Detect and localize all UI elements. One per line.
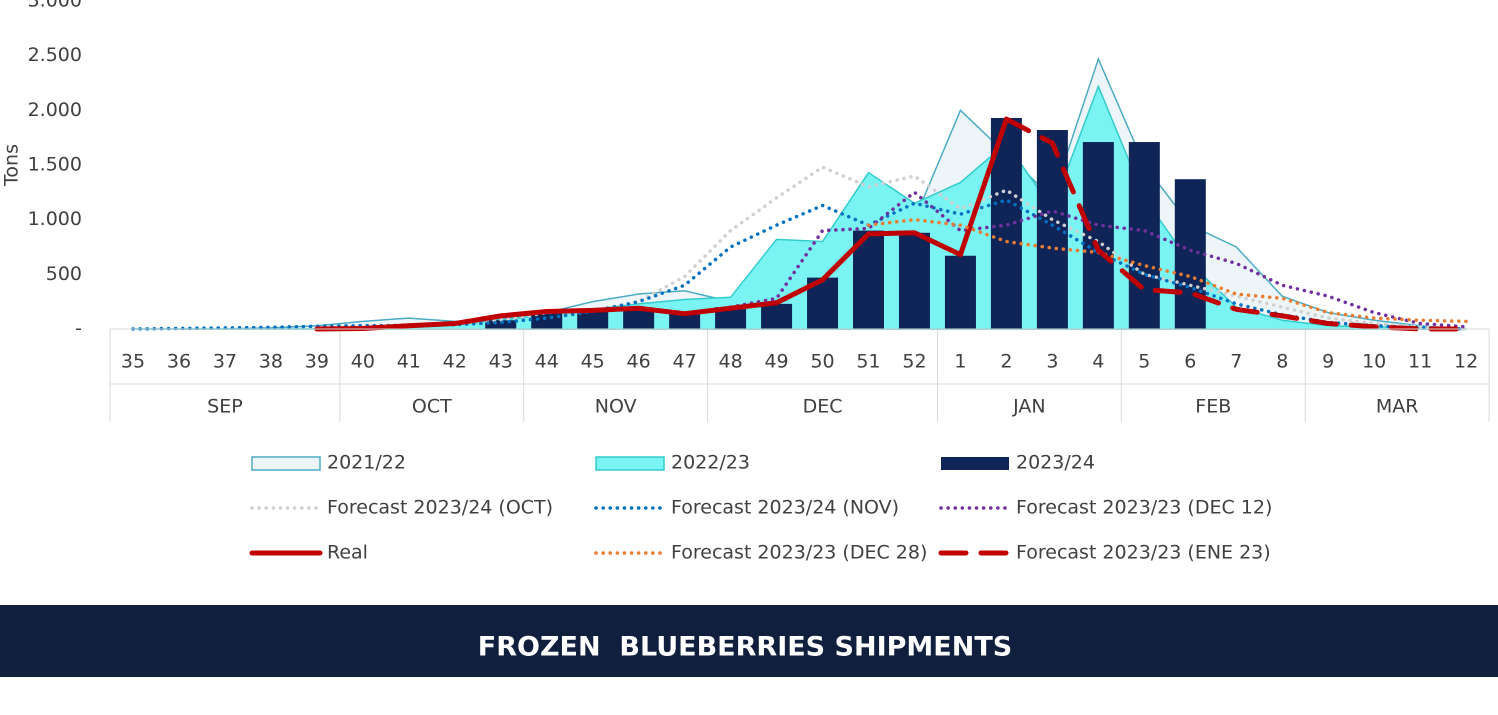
legend-label: Forecast 2023/23 (DEC 12) — [1016, 497, 1272, 519]
y-axis-label: Tons — [1, 144, 23, 187]
x-tick-label: 3 — [1046, 351, 1058, 373]
x-tick-label: 52 — [902, 351, 926, 373]
legend-swatch — [595, 456, 665, 471]
x-tick-label: 50 — [810, 351, 834, 373]
x-tick-label: 4 — [1092, 351, 1104, 373]
month-label: NOV — [595, 396, 637, 418]
legend-label: 2023/24 — [1016, 452, 1095, 474]
x-tick-label: 7 — [1230, 351, 1242, 373]
legend-label: Forecast 2023/24 (OCT) — [327, 497, 553, 519]
bar — [898, 232, 930, 329]
legend-label: Forecast 2023/23 (DEC 28) — [671, 542, 927, 564]
legend-label: 2021/22 — [327, 452, 406, 474]
line — [315, 165, 1468, 331]
x-tick-label: 44 — [535, 351, 559, 373]
x-tick-label: 36 — [167, 351, 191, 373]
legend-label: 2022/23 — [671, 452, 750, 474]
x-tick-label: 2 — [1000, 351, 1012, 373]
x-tick-label: 45 — [581, 351, 605, 373]
x-tick-label: 6 — [1184, 351, 1196, 373]
x-tick-label: 11 — [1408, 351, 1432, 373]
legend-label: Forecast 2023/23 (ENE 23) — [1016, 542, 1271, 564]
bar — [944, 255, 976, 329]
x-tick-label: 46 — [627, 351, 651, 373]
bar — [715, 307, 747, 329]
line — [866, 217, 1468, 324]
x-tick-label: 10 — [1362, 351, 1386, 373]
bar — [531, 312, 563, 329]
x-tick-label: 9 — [1322, 351, 1334, 373]
month-label: MAR — [1376, 396, 1419, 418]
bar — [1082, 142, 1114, 329]
x-tick-label: 37 — [213, 351, 237, 373]
month-label: DEC — [803, 396, 843, 418]
line — [314, 116, 1009, 332]
x-tick-label: 43 — [489, 351, 513, 373]
bar — [1128, 142, 1160, 329]
legend-label: Forecast 2023/24 (NOV) — [671, 497, 899, 519]
y-tick-label: 1.000 — [28, 208, 82, 230]
x-tick-label: 48 — [719, 351, 743, 373]
y-tick-label: - — [75, 318, 82, 340]
y-tick-label: 500 — [46, 263, 82, 285]
legend-label: Real — [327, 542, 368, 564]
bar — [1174, 179, 1206, 329]
month-label: JAN — [1012, 396, 1045, 418]
y-tick-label: 3.000 — [28, 0, 82, 12]
bar — [577, 310, 609, 329]
x-tick-label: 35 — [121, 351, 145, 373]
x-tick-label: 41 — [397, 351, 421, 373]
banner-title: FROZEN BLUEBERRIES SHIPMENTS — [478, 632, 1012, 663]
x-tick-label: 47 — [673, 351, 697, 373]
x-tick-label: 39 — [305, 351, 329, 373]
x-tick-label: 51 — [856, 351, 880, 373]
x-tick-label: 5 — [1138, 351, 1150, 373]
x-tick-label: 38 — [259, 351, 283, 373]
x-tick-label: 8 — [1276, 351, 1288, 373]
legend-swatch — [251, 456, 321, 471]
x-tick-label: 49 — [764, 351, 788, 373]
x-tick-label: 1 — [954, 351, 966, 373]
bar — [1036, 130, 1068, 329]
banner-bg — [0, 605, 1498, 677]
bar — [485, 320, 517, 329]
bar — [669, 312, 701, 329]
month-label: FEB — [1195, 396, 1231, 418]
x-tick-label: 42 — [443, 351, 467, 373]
line — [1003, 116, 1469, 332]
bar — [761, 303, 793, 329]
month-label: SEP — [207, 396, 243, 418]
x-tick-label: 40 — [351, 351, 375, 373]
bar — [623, 310, 655, 329]
y-tick-label: 1.500 — [28, 154, 82, 176]
legend-swatch — [941, 457, 1009, 470]
y-tick-label: 2.000 — [28, 99, 82, 121]
y-tick-label: 2.500 — [28, 44, 82, 66]
x-tick-label: 12 — [1454, 351, 1478, 373]
month-label: OCT — [412, 396, 452, 418]
